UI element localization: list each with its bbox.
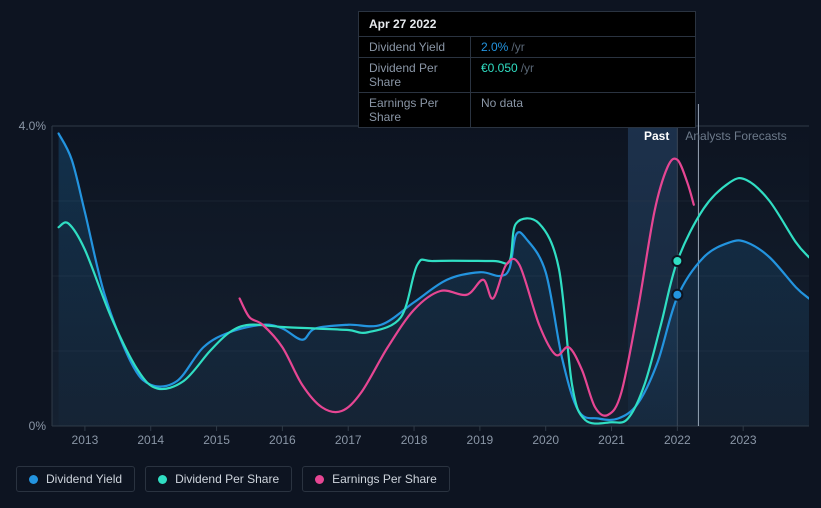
chart-tooltip: Apr 27 2022 Dividend Yield2.0%/yrDividen… bbox=[358, 11, 696, 128]
svg-text:0%: 0% bbox=[29, 419, 47, 433]
dividend-chart[interactable]: 0% 4.0% 2013 2014 2015 2016 2017 2018 2019 2020 20… bbox=[16, 104, 809, 449]
tooltip-date: Apr 27 2022 bbox=[359, 12, 695, 37]
legend-item-dividend-yield[interactable]: Dividend Yield bbox=[16, 466, 135, 492]
legend-dot-icon bbox=[315, 475, 324, 484]
tooltip-row-label: Dividend Yield bbox=[359, 37, 471, 57]
svg-text:2019: 2019 bbox=[467, 433, 494, 447]
legend-item-earnings-per-share[interactable]: Earnings Per Share bbox=[302, 466, 450, 492]
svg-text:2020: 2020 bbox=[532, 433, 559, 447]
svg-text:2022: 2022 bbox=[664, 433, 691, 447]
tooltip-row-label: Dividend Per Share bbox=[359, 58, 471, 92]
svg-text:2015: 2015 bbox=[203, 433, 230, 447]
tooltip-row: Earnings Per ShareNo data bbox=[359, 93, 695, 127]
legend-item-dividend-per-share[interactable]: Dividend Per Share bbox=[145, 466, 292, 492]
svg-text:2018: 2018 bbox=[401, 433, 428, 447]
legend-label: Earnings Per Share bbox=[332, 472, 437, 486]
svg-text:2017: 2017 bbox=[335, 433, 362, 447]
tooltip-row-value: €0.050/yr bbox=[471, 58, 695, 92]
svg-text:2014: 2014 bbox=[137, 433, 164, 447]
legend-dot-icon bbox=[29, 475, 38, 484]
legend-label: Dividend Yield bbox=[46, 472, 122, 486]
chart-legend: Dividend Yield Dividend Per Share Earnin… bbox=[16, 466, 450, 492]
svg-text:2023: 2023 bbox=[730, 433, 757, 447]
legend-dot-icon bbox=[158, 475, 167, 484]
svg-text:Past: Past bbox=[644, 129, 669, 143]
svg-text:2021: 2021 bbox=[598, 433, 625, 447]
tooltip-row-value: 2.0%/yr bbox=[471, 37, 695, 57]
tooltip-row: Dividend Per Share€0.050/yr bbox=[359, 58, 695, 93]
svg-text:2016: 2016 bbox=[269, 433, 296, 447]
tooltip-row-value: No data bbox=[471, 93, 695, 127]
legend-label: Dividend Per Share bbox=[175, 472, 279, 486]
tooltip-row: Dividend Yield2.0%/yr bbox=[359, 37, 695, 58]
svg-text:2013: 2013 bbox=[72, 433, 99, 447]
svg-text:Analysts Forecasts: Analysts Forecasts bbox=[685, 129, 786, 143]
tooltip-row-label: Earnings Per Share bbox=[359, 93, 471, 127]
svg-text:4.0%: 4.0% bbox=[19, 119, 47, 133]
